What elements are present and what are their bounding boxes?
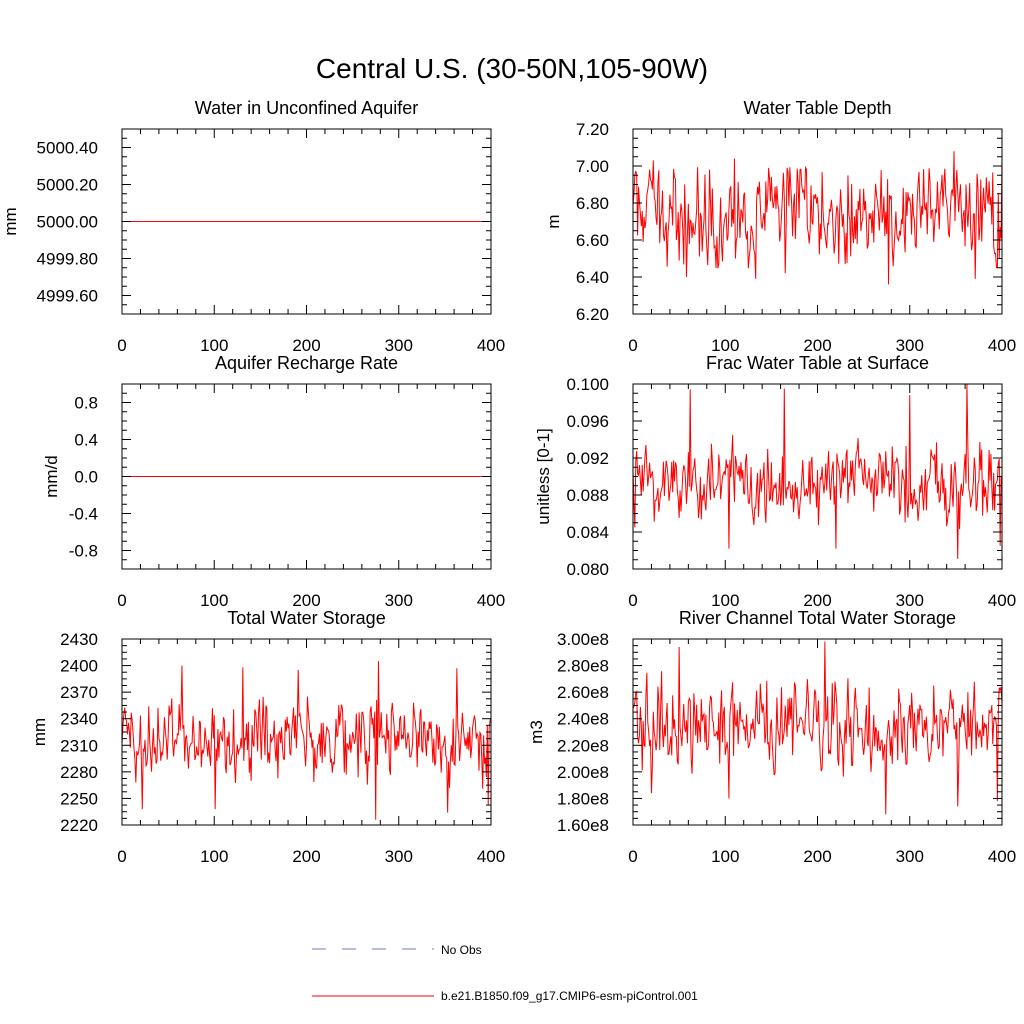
y-tick-label: 0.0 [74, 468, 98, 487]
panel-title: Water Table Depth [743, 98, 891, 118]
y-axis-label: mm [30, 718, 49, 746]
x-tick-label: 400 [988, 336, 1016, 355]
y-tick-label: 0.080 [566, 560, 609, 579]
chart-panel-1: Water in Unconfined Aquifer 0 100 200 300 400… [1, 98, 505, 355]
y-tick-label: 5000.40 [37, 139, 98, 158]
x-tick-label: 400 [477, 847, 505, 866]
x-tick-label: 400 [477, 336, 505, 355]
page-title: Central U.S. (30-50N,105-90W) [316, 53, 708, 84]
x-tick-label: 200 [292, 847, 320, 866]
y-tick-label: -0.8 [69, 542, 98, 561]
x-tick-label: 0 [628, 336, 637, 355]
y-tick-label: 6.60 [576, 231, 609, 250]
data-line [632, 641, 1003, 815]
y-tick-label: 2310 [60, 736, 98, 755]
x-tick-label: 100 [200, 847, 228, 866]
y-tick-label: 7.00 [576, 157, 609, 176]
x-tick-label: 300 [896, 336, 924, 355]
panel-title: Frac Water Table at Surface [706, 353, 929, 373]
x-tick-label: 200 [803, 591, 831, 610]
y-axis-label: mm/d [42, 455, 61, 498]
y-tick-label: 0.100 [566, 375, 609, 394]
y-tick-label: 2370 [60, 683, 98, 702]
y-axis-label: m3 [527, 720, 546, 744]
panel-title: River Channel Total Water Storage [679, 608, 956, 628]
y-tick-label: 2.00e8 [557, 763, 609, 782]
panel-title: Water in Unconfined Aquifer [195, 98, 418, 118]
y-tick-label: 6.20 [576, 305, 609, 324]
x-tick-label: 100 [200, 336, 228, 355]
y-tick-label: 1.60e8 [557, 816, 609, 835]
y-tick-label: 7.20 [576, 120, 609, 139]
legend: No Obs b.e21.B1850.f09_g17.CMIP6-esm-piC… [312, 943, 698, 1003]
x-tick-label: 0 [117, 336, 126, 355]
chart-panel-2: Water Table Depth 0 100 200 300 400 6.20 6.40 6.… [544, 98, 1016, 355]
y-tick-label: 6.40 [576, 268, 609, 287]
y-tick-label: 2.60e8 [557, 683, 609, 702]
x-tick-label: 300 [385, 336, 413, 355]
y-tick-label: 2.20e8 [557, 736, 609, 755]
x-tick-label: 300 [385, 591, 413, 610]
x-tick-label: 100 [711, 591, 739, 610]
y-axis-label: m [544, 214, 563, 228]
y-tick-label: 2280 [60, 763, 98, 782]
panel-title: Total Water Storage [227, 608, 385, 628]
data-line [632, 383, 1003, 559]
legend-label-model: b.e21.B1850.f09_g17.CMIP6-esm-piControl.… [441, 989, 698, 1003]
y-tick-label: 0.088 [566, 486, 609, 505]
y-tick-label: 2250 [60, 789, 98, 808]
x-tick-label: 300 [385, 847, 413, 866]
y-tick-label: 5000.20 [37, 176, 98, 195]
y-tick-label: 2430 [60, 630, 98, 649]
data-line [632, 151, 1003, 285]
x-tick-label: 0 [117, 847, 126, 866]
legend-label-no-obs: No Obs [441, 943, 482, 957]
chart-panel-5: Total Water Storage 0 100 200 300 400 2220 2250… [30, 608, 505, 866]
y-tick-label: 2340 [60, 710, 98, 729]
y-axis-label: unitless [0-1] [534, 428, 553, 524]
x-tick-label: 400 [477, 591, 505, 610]
y-tick-label: 2.80e8 [557, 657, 609, 676]
x-tick-label: 0 [628, 847, 637, 866]
x-tick-label: 300 [896, 847, 924, 866]
y-tick-label: 6.80 [576, 194, 609, 213]
y-axis-label: mm [1, 207, 20, 235]
x-tick-label: 100 [711, 336, 739, 355]
chart-panel-4: Frac Water Table at Surface 0 100 200 300 400… [534, 353, 1016, 610]
y-tick-label: 2220 [60, 816, 98, 835]
x-tick-label: 400 [988, 847, 1016, 866]
y-tick-label: 0.4 [74, 431, 98, 450]
panel-title: Aquifer Recharge Rate [215, 353, 398, 373]
x-tick-label: 200 [292, 336, 320, 355]
y-tick-label: 0.8 [74, 394, 98, 413]
chart-panel-6: River Channel Total Water Storage 0 100 200… [527, 608, 1016, 866]
x-tick-label: 200 [292, 591, 320, 610]
data-line [121, 661, 492, 820]
y-tick-label: 2400 [60, 657, 98, 676]
y-tick-label: 1.80e8 [557, 789, 609, 808]
y-tick-label: 5000.00 [37, 213, 98, 232]
x-tick-label: 200 [803, 336, 831, 355]
y-tick-label: 4999.80 [37, 250, 98, 269]
x-tick-label: 200 [803, 847, 831, 866]
y-tick-label: 3.00e8 [557, 630, 609, 649]
y-tick-label: 2.40e8 [557, 710, 609, 729]
chart-panel-3: Aquifer Recharge Rate 0 100 200 300 400 -0.8 -0… [42, 353, 505, 610]
x-tick-label: 0 [117, 591, 126, 610]
x-tick-label: 0 [628, 591, 637, 610]
x-tick-label: 100 [711, 847, 739, 866]
y-tick-label: 0.096 [566, 412, 609, 431]
panels: Water in Unconfined Aquifer 0 100 200 300 400… [1, 98, 1016, 866]
y-tick-label: 0.092 [566, 449, 609, 468]
x-tick-label: 400 [988, 591, 1016, 610]
y-tick-label: 4999.60 [37, 287, 98, 306]
x-tick-label: 100 [200, 591, 228, 610]
x-tick-label: 300 [896, 591, 924, 610]
y-tick-label: -0.4 [69, 505, 98, 524]
plot-frame [632, 638, 1003, 826]
y-tick-label: 0.084 [566, 523, 609, 542]
